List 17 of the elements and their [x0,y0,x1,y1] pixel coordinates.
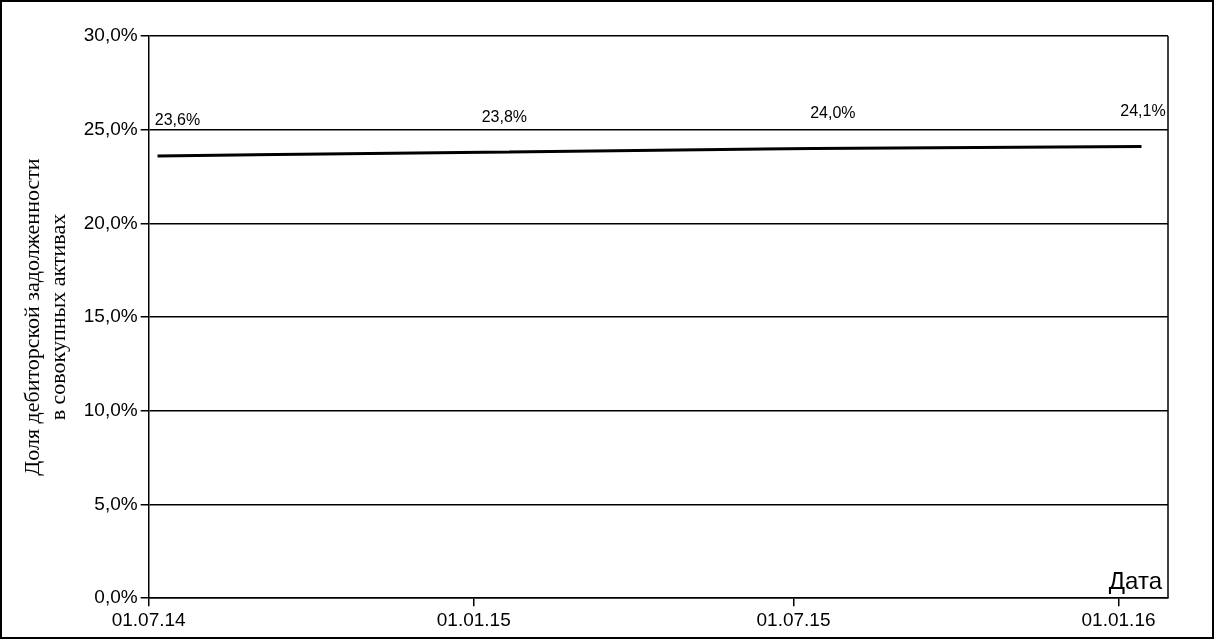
data-label: 24,0% [810,103,856,121]
data-label: 23,6% [154,111,201,129]
y-tick-label: 15,0% [83,305,138,327]
x-tick-label: 01.07.14 [111,608,187,630]
y-tick-label: 10,0% [83,399,138,421]
y-tick-label: 20,0% [83,211,138,233]
x-tick-label: 01.01.16 [1081,608,1156,630]
y-tick-label: 5,0% [94,492,138,514]
y-tick-label: 30,0% [83,24,138,46]
y-tick-label: 0,0% [94,586,138,608]
x-tick-label: 01.07.15 [756,608,831,630]
y-tick-label: 25,0% [83,117,138,139]
data-label: 23,8% [481,107,528,125]
x-axis-title: Дата [1108,566,1163,594]
x-tick-label: 01.01.15 [436,608,511,630]
data-label: 24,1% [1120,101,1166,119]
y-axis-title: Доля дебиторской задолженности в совокупных активах [18,158,71,476]
